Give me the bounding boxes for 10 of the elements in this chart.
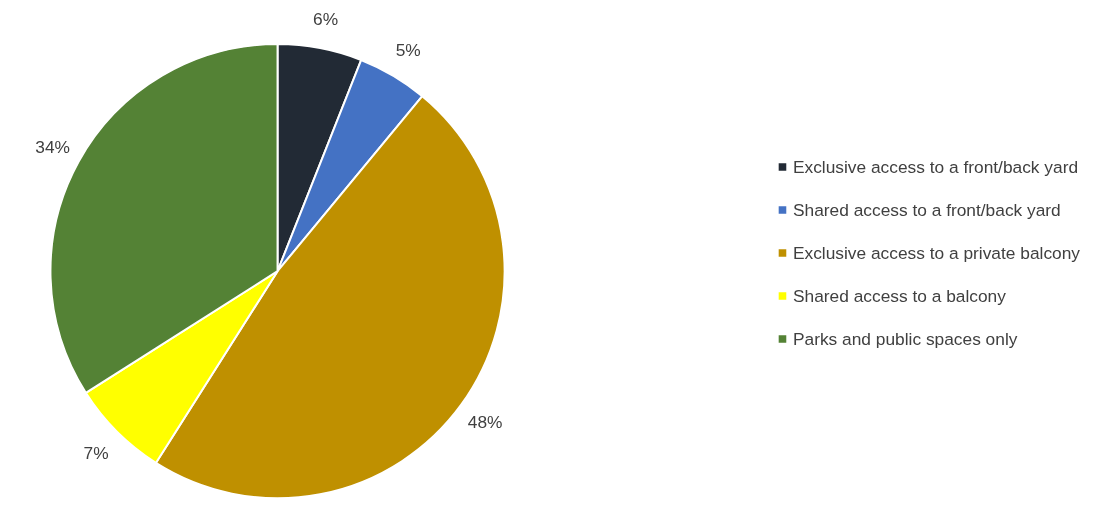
data-label: 34% — [35, 137, 71, 158]
legend-label: Parks and public spaces only — [792, 328, 1018, 349]
legend-label: Exclusive access to a front/back yard — [792, 156, 1079, 177]
data-label: 6% — [313, 8, 339, 29]
legend-label: Exclusive access to a private balcony — [792, 242, 1080, 263]
data-label: 5% — [395, 39, 421, 60]
data-label: 48% — [467, 412, 503, 433]
data-label: 7% — [83, 442, 109, 463]
legend-label: Shared access to a balcony — [792, 285, 1006, 306]
legend-label: Shared access to a front/back yard — [792, 199, 1061, 220]
